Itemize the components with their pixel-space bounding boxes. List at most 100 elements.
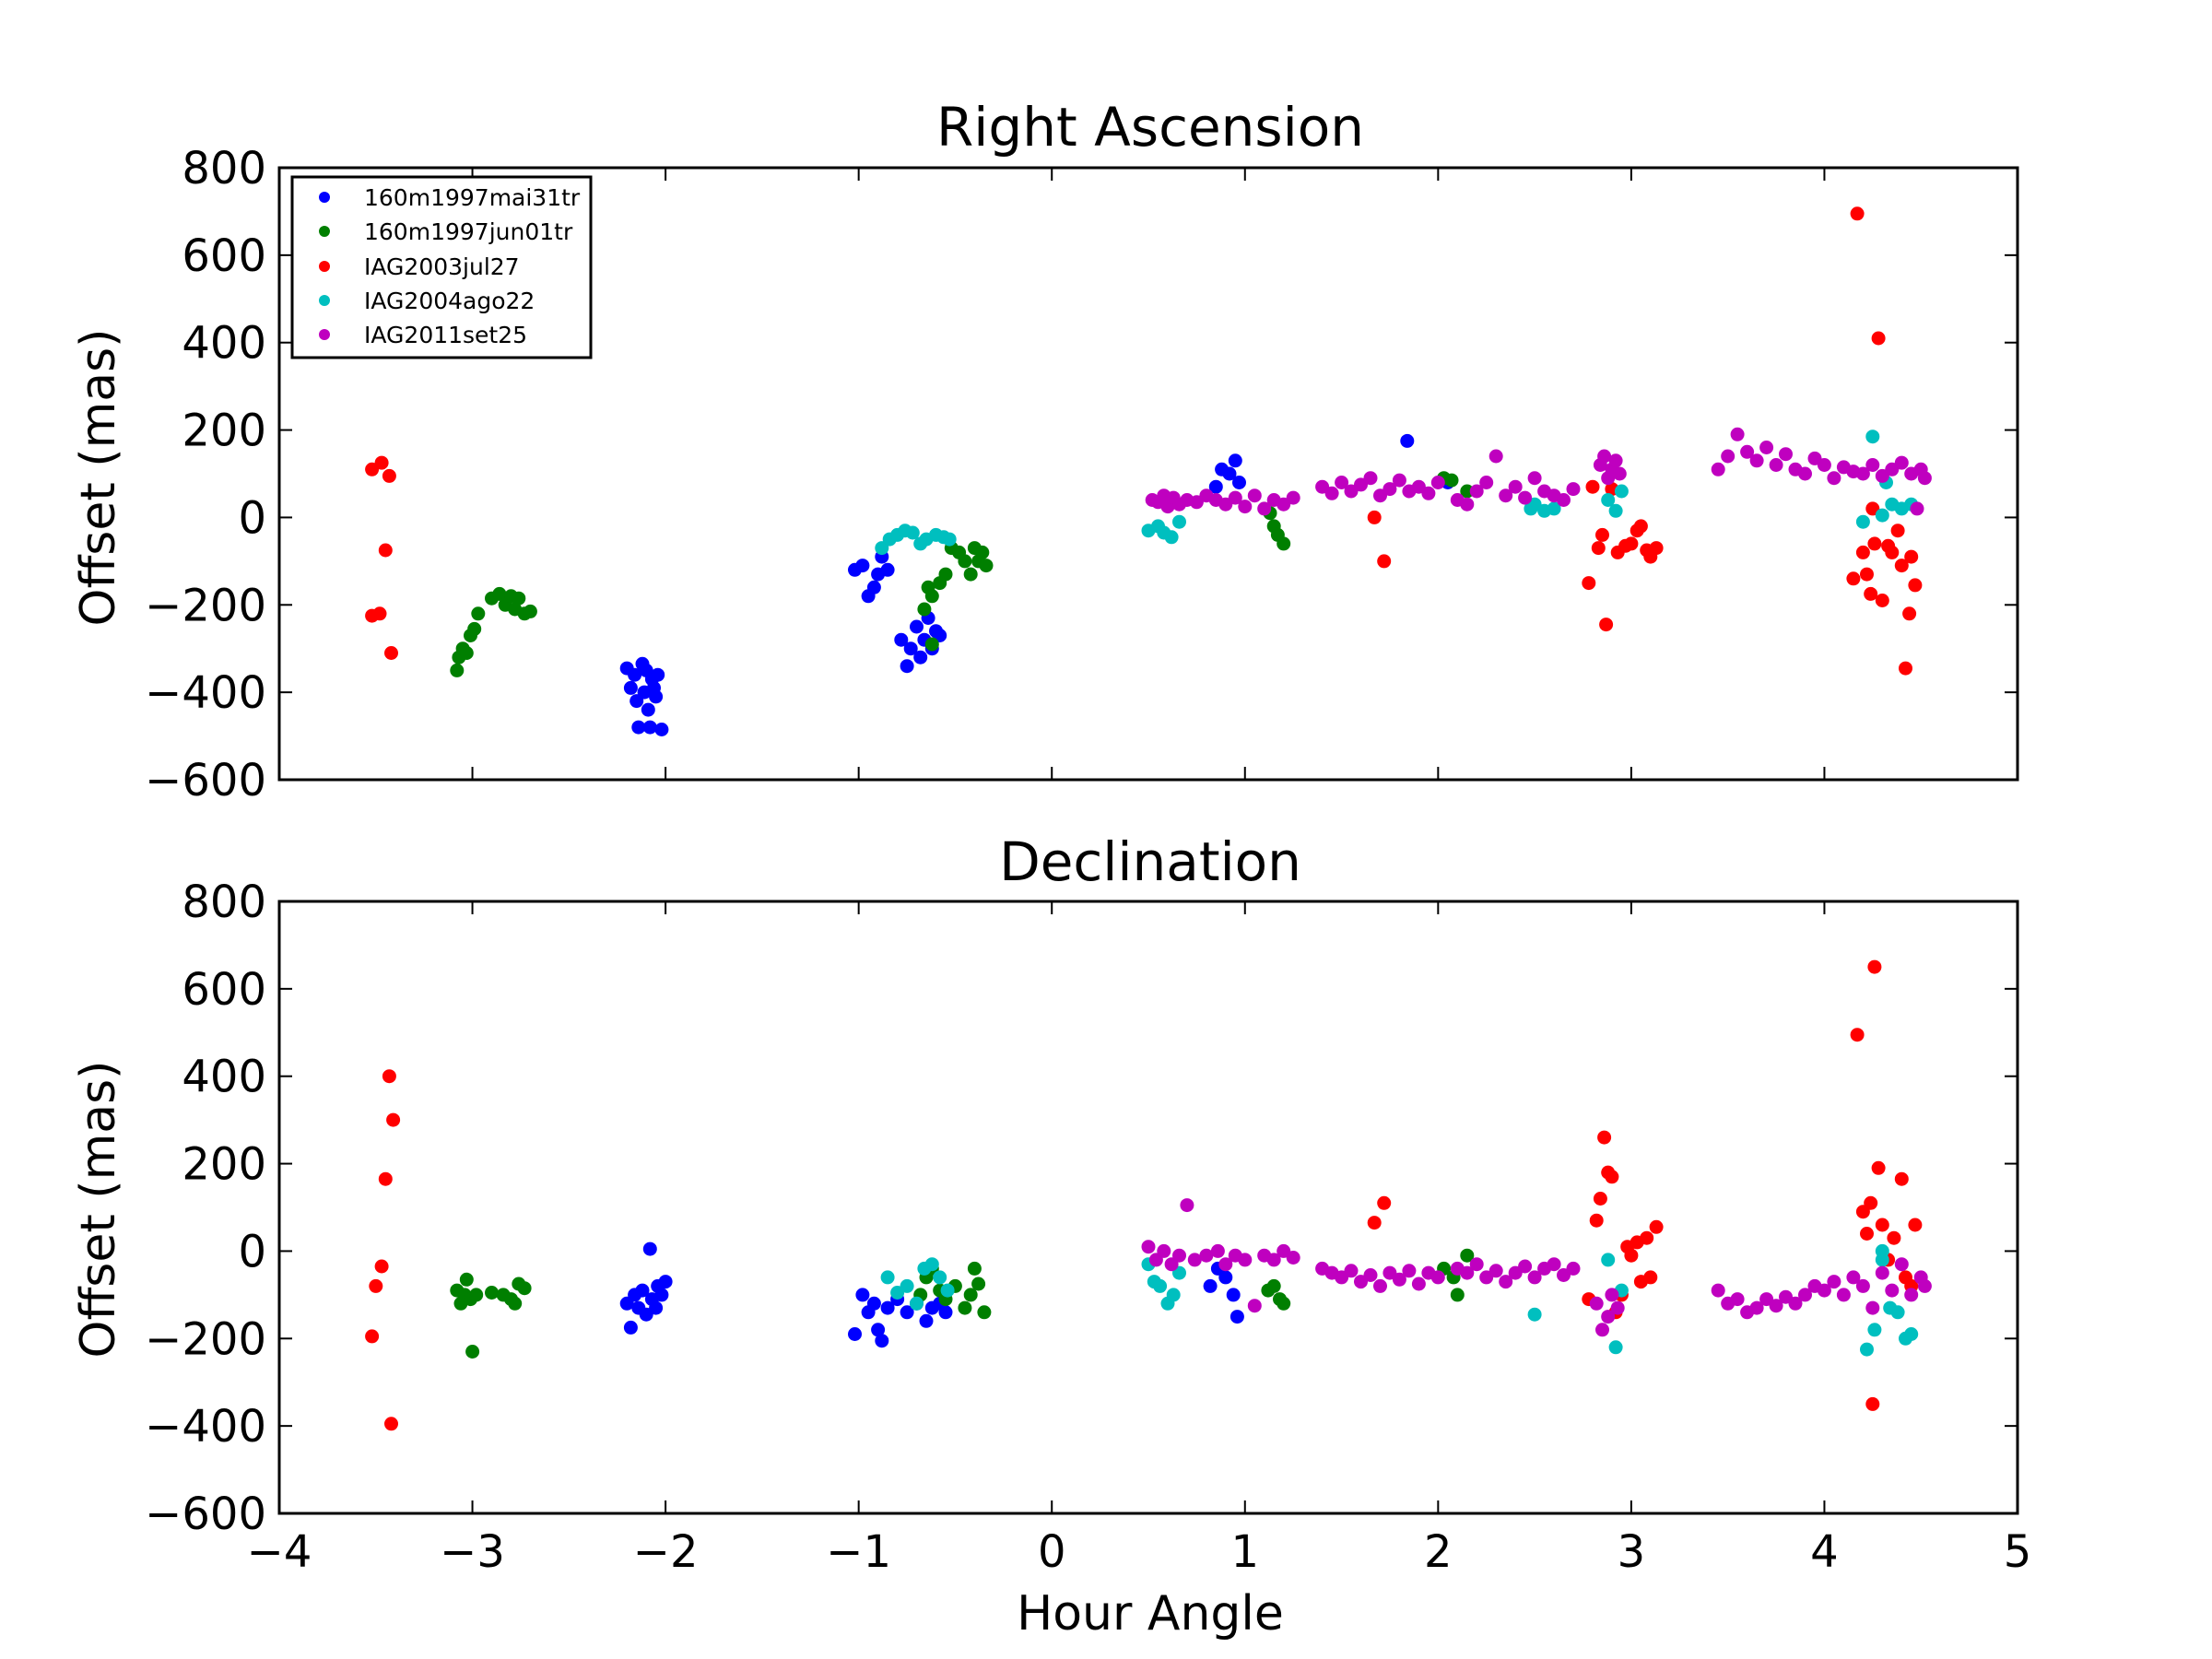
- data-point: [1402, 1264, 1417, 1278]
- data-point: [1460, 484, 1475, 499]
- data-point: [1595, 1323, 1609, 1337]
- data-point: [900, 659, 914, 674]
- x-tick-label: −1: [826, 1526, 891, 1578]
- data-point: [1608, 1340, 1623, 1355]
- data-point: [1846, 1270, 1861, 1285]
- data-point: [1344, 484, 1359, 499]
- data-point: [1890, 1305, 1905, 1320]
- chart-title: Right Ascension: [936, 96, 1364, 159]
- legend-marker: [319, 226, 330, 237]
- data-point: [1788, 1296, 1803, 1311]
- data-point: [1890, 524, 1905, 538]
- data-point: [1643, 1270, 1658, 1285]
- data-point: [848, 1327, 862, 1341]
- data-point: [1855, 1278, 1870, 1293]
- data-point: [649, 1300, 664, 1315]
- data-point: [1354, 1275, 1368, 1289]
- data-point: [1392, 1272, 1406, 1287]
- legend-label: IAG2011set25: [364, 322, 527, 348]
- data-point: [1589, 1213, 1604, 1228]
- y-tick-label: 800: [182, 143, 266, 194]
- data-point: [517, 1281, 532, 1296]
- data-point: [1827, 471, 1841, 486]
- y-axis-label: Offset (mas): [71, 1061, 126, 1359]
- data-point: [459, 1272, 474, 1287]
- data-point: [880, 1270, 895, 1285]
- data-point: [642, 720, 657, 735]
- data-point: [1875, 468, 1889, 483]
- x-tick-label: 5: [2004, 1526, 2032, 1578]
- data-point: [1335, 476, 1349, 489]
- data-point: [905, 525, 920, 540]
- data-point: [1157, 1243, 1171, 1258]
- legend-marker: [319, 261, 330, 272]
- data-point: [1238, 1253, 1253, 1267]
- data-point: [933, 1270, 947, 1285]
- x-tick-label: 1: [1231, 1526, 1260, 1578]
- data-point: [1871, 331, 1886, 346]
- data-point: [1450, 1288, 1465, 1302]
- data-point: [1860, 1342, 1874, 1357]
- data-point: [1277, 1296, 1291, 1311]
- data-point: [1566, 1261, 1581, 1276]
- data-point: [641, 702, 655, 717]
- data-point: [924, 589, 939, 604]
- data-point: [1759, 1292, 1774, 1307]
- data-point: [1624, 1248, 1639, 1263]
- data-point: [384, 646, 398, 660]
- data-point: [1864, 1195, 1878, 1210]
- data-point: [1344, 1264, 1359, 1278]
- data-point: [1582, 576, 1596, 591]
- legend-marker: [319, 329, 330, 340]
- data-point: [1527, 497, 1542, 512]
- data-point: [1867, 536, 1882, 551]
- legend-marker: [319, 295, 330, 306]
- data-point: [1421, 486, 1436, 500]
- data-point: [1591, 541, 1606, 556]
- data-point: [875, 1334, 889, 1348]
- data-point: [1610, 1300, 1625, 1315]
- x-tick-label: 4: [1810, 1526, 1839, 1578]
- data-point: [635, 1283, 650, 1298]
- data-point: [1860, 1227, 1874, 1241]
- data-point: [1601, 493, 1616, 507]
- legend-frame: [290, 175, 593, 359]
- y-tick-label: 800: [182, 877, 266, 928]
- data-point: [1894, 559, 1909, 573]
- data-point: [919, 1313, 934, 1328]
- data-point: [1469, 1257, 1484, 1272]
- data-point: [1902, 606, 1917, 621]
- data-point: [1885, 1283, 1900, 1298]
- data-point: [374, 455, 389, 470]
- data-point: [1910, 501, 1924, 516]
- data-point: [963, 567, 978, 582]
- data-point: [1817, 1283, 1831, 1298]
- data-point: [374, 1259, 389, 1274]
- data-point: [1721, 449, 1735, 464]
- data-point: [1266, 1278, 1281, 1293]
- data-point: [1885, 462, 1900, 477]
- data-point: [1479, 1270, 1494, 1285]
- data-point: [450, 663, 465, 677]
- data-point: [1367, 1216, 1382, 1230]
- y-tick-label: 200: [182, 1139, 266, 1191]
- data-point: [467, 621, 482, 636]
- data-point: [1608, 453, 1623, 468]
- data-point: [1597, 1130, 1612, 1145]
- data-point: [372, 606, 387, 621]
- data-point: [654, 1288, 669, 1302]
- data-point: [649, 689, 664, 704]
- y-tick-label: 0: [238, 492, 266, 544]
- x-tick-label: 0: [1038, 1526, 1066, 1578]
- data-point: [1208, 479, 1223, 494]
- data-point: [1277, 536, 1291, 551]
- data-point: [1817, 458, 1831, 472]
- data-point: [1640, 1230, 1654, 1245]
- data-point: [384, 1417, 398, 1431]
- y-tick-label: 600: [182, 230, 266, 282]
- data-point: [1444, 473, 1459, 488]
- data-point: [642, 1241, 657, 1256]
- data-point: [523, 604, 537, 618]
- data-point: [900, 1305, 914, 1320]
- data-point: [1597, 449, 1612, 464]
